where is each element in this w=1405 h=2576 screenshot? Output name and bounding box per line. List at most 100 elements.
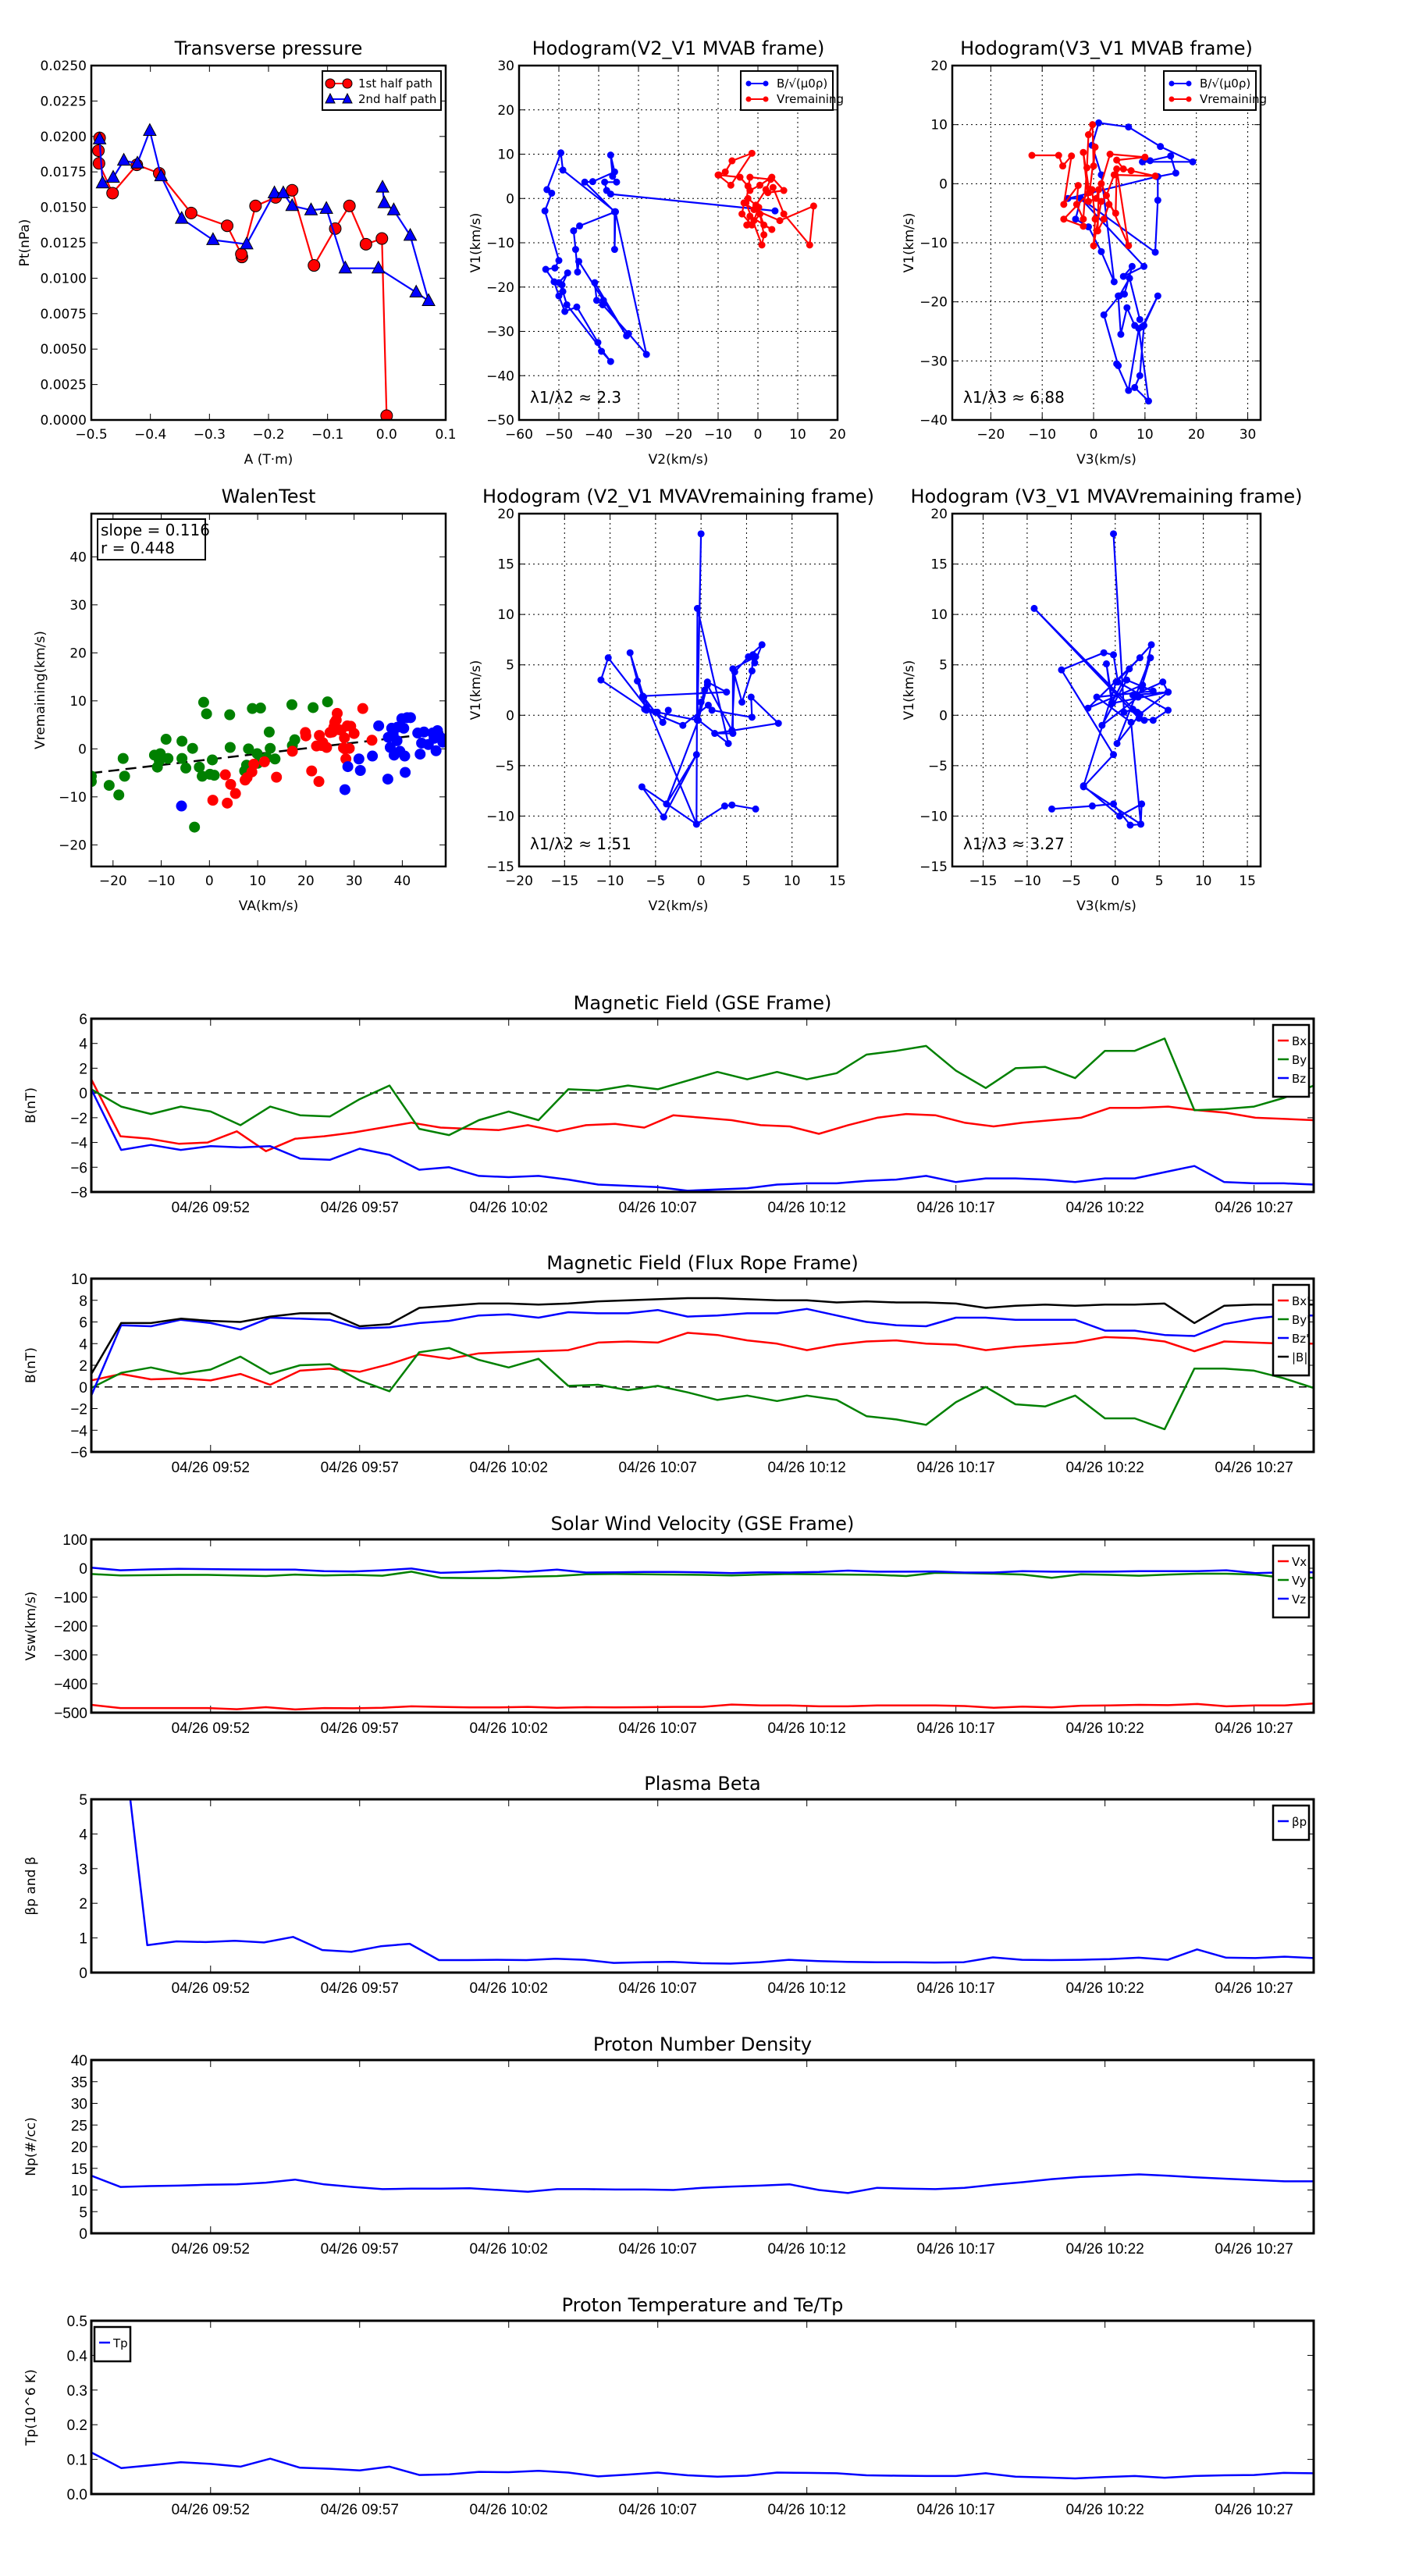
y-tick-label: 20 [69, 646, 87, 661]
panel-mag_field_flux_rope: Magnetic Field (Flux Rope Frame) 04/26 09… [23, 1252, 1315, 1476]
panel-mag_field_gse: Magnetic Field (GSE Frame) 04/26 09:52 04/… [23, 992, 1315, 1216]
x-tick-label: 04/26 10:12 [767, 2241, 845, 2258]
chart-title: Hodogram(V2_V1 MVAB frame) [532, 37, 825, 59]
data-point [176, 800, 187, 812]
data-point [1159, 678, 1167, 686]
legend-marker [763, 80, 769, 87]
data-point [380, 409, 393, 420]
data-point [1072, 215, 1080, 223]
data-point [332, 707, 343, 719]
legend-label: Bx [1292, 1034, 1307, 1048]
axes-frame [90, 64, 447, 422]
data-point [1093, 693, 1101, 701]
x-tick-label: 04/26 10:17 [916, 1200, 994, 1216]
data-point [1115, 812, 1123, 820]
data-point [286, 745, 298, 757]
x-tick-label: −20 [664, 427, 692, 443]
data-point [304, 202, 318, 215]
y-tick-label: −15 [919, 859, 948, 875]
y-tick-label: −30 [919, 354, 948, 369]
data-point [399, 750, 411, 762]
data-point [663, 800, 670, 808]
data-point [1095, 186, 1103, 194]
data-point [610, 246, 618, 254]
axes-frame [90, 1538, 1315, 1714]
data-point [207, 795, 219, 806]
data-point [541, 207, 549, 215]
data-point [1091, 143, 1099, 151]
y-tick-label: 35 [71, 2075, 87, 2091]
data-point [660, 813, 667, 821]
data-point [1098, 721, 1106, 729]
plot-area [1028, 119, 1197, 405]
x-tick-label: −0.1 [311, 427, 343, 443]
y-tick-label: 0.0100 [41, 271, 87, 286]
data-point [357, 703, 368, 714]
y-tick-label: 4 [79, 1336, 87, 1353]
chart-title: Hodogram(V3_V1 MVAB frame) [960, 37, 1253, 59]
data-point [762, 186, 770, 194]
data-point [752, 201, 759, 209]
x-axis-label: A (T·m) [244, 452, 293, 468]
data-point [758, 641, 766, 649]
data-point [162, 753, 174, 764]
x-tick-label: −5 [646, 873, 665, 889]
data-point [1105, 201, 1113, 208]
data-point [1141, 153, 1149, 161]
eigenvalue-ratio-annotation: λ1/λ2 ≈ 1.51 [530, 834, 631, 853]
data-point [382, 774, 393, 785]
data-point [1127, 718, 1135, 726]
data-point [776, 217, 784, 225]
data-point [386, 202, 401, 215]
y-tick-label: 0.0000 [41, 413, 87, 429]
series-line-Vy [91, 1571, 1314, 1579]
legend-box [93, 2325, 132, 2363]
legend-marker [763, 96, 769, 102]
x-tick-label: 04/26 10:02 [470, 1720, 548, 1737]
data-point [1125, 242, 1133, 250]
data-point [403, 227, 418, 241]
x-tick-label: 40 [394, 873, 411, 889]
panel-transverse_pressure: Transverse pressure −0.5 −0.4 −0.3 −0.2 −0.1 0… [17, 37, 457, 468]
data-point [746, 187, 754, 194]
data-point [574, 268, 582, 276]
y-tick-label: 10 [497, 148, 514, 163]
data-point [1072, 201, 1080, 208]
chart-title: Hodogram (V3_V1 MVAVremaining frame) [910, 486, 1302, 507]
data-point [599, 301, 606, 308]
data-point [319, 201, 333, 214]
data-point [728, 727, 736, 735]
y-tick-label: −40 [919, 413, 948, 429]
data-point [771, 207, 779, 215]
series-B-0- [597, 530, 782, 828]
legend-label: B/√(μ0ρ) [1200, 76, 1250, 91]
y-tick-label: 0.0050 [41, 342, 87, 358]
x-tick-label: 04/26 10:22 [1065, 2241, 1144, 2258]
data-point [106, 169, 120, 183]
data-point [1112, 209, 1119, 217]
data-point [267, 185, 282, 198]
data-point [603, 187, 610, 194]
data-point [366, 735, 378, 746]
data-point [659, 718, 667, 726]
y-tick-label: 0.0 [67, 2487, 87, 2503]
y-tick-label: −10 [486, 809, 514, 824]
y-axis-label: βp and β [23, 1856, 39, 1915]
series-line-Bx [91, 1079, 1314, 1152]
y-tick-label: −500 [54, 1706, 87, 1722]
data-point [1154, 292, 1161, 300]
data-point [731, 668, 738, 676]
data-point [113, 789, 125, 801]
data-point [371, 260, 386, 274]
x-tick-label: −10 [596, 873, 624, 889]
axes-frame [951, 512, 1262, 868]
data-point [1165, 688, 1172, 696]
x-tick-label: 0 [1090, 427, 1098, 443]
legend-marker [342, 92, 353, 104]
x-tick-label: −15 [969, 873, 998, 889]
legend-label: βp [1292, 1815, 1307, 1829]
panel-hodogram_v3v1_mvab: Hodogram(V3_V1 MVAB frame) −20 −10 0 10 20 30 −… [902, 37, 1267, 468]
legend-marker [325, 92, 336, 104]
data-point [1110, 278, 1118, 286]
